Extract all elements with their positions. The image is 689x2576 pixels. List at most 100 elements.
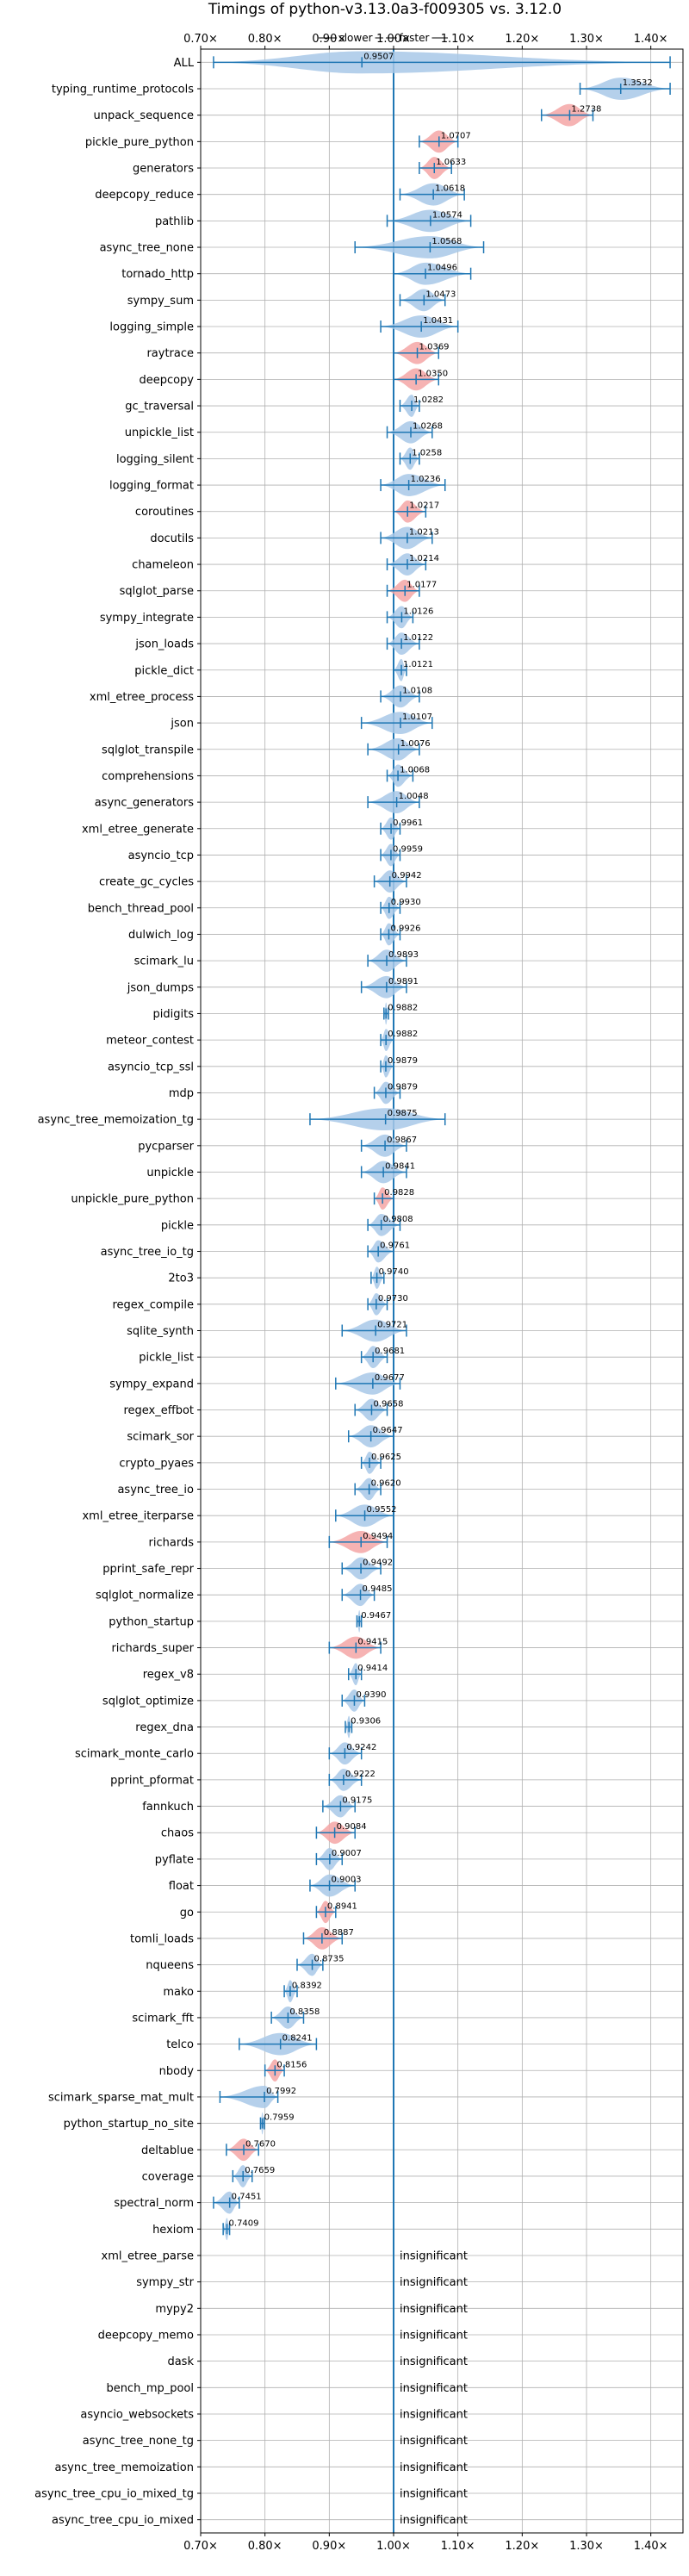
benchmark-label: json_dumps (127, 981, 194, 994)
x-tick-label-top: 1.40× (634, 33, 668, 46)
value-label: 1.2738 (571, 105, 601, 115)
benchmark-label: sympy_sum (127, 295, 194, 308)
value-label: 0.9647 (373, 1426, 403, 1435)
value-label: 0.9891 (388, 977, 419, 986)
benchmark-label: sqlglot_parse (120, 585, 194, 598)
value-label: 1.0217 (409, 501, 439, 511)
value-label: 0.7409 (229, 2218, 259, 2228)
value-label: 0.9222 (345, 1770, 376, 1779)
benchmark-label: xml_etree_process (90, 691, 194, 704)
insignificant-label: insignificant (400, 2408, 468, 2421)
benchmark-label: async_tree_memoization (54, 2461, 194, 2474)
insignificant-label: insignificant (400, 2514, 468, 2527)
x-tick-label-top: 1.30× (569, 33, 604, 46)
value-label: 1.0177 (407, 581, 437, 590)
value-label: 0.9882 (388, 1003, 418, 1012)
value-label: 0.9926 (390, 924, 420, 933)
value-label: 0.9552 (367, 1505, 397, 1515)
benchmark-label: pickle_list (139, 1352, 194, 1365)
value-label: 0.8156 (276, 2060, 307, 2069)
axes: 0.70× 0.70× 0.80× 0.80× 0.90× 0.90× 1.00× 1.00×… (34, 33, 684, 2553)
benchmark-label: 2to3 (168, 1272, 194, 1285)
value-label: 0.7959 (264, 2113, 295, 2123)
insignificant-label: insignificant (400, 2329, 468, 2342)
value-label: 0.9761 (380, 1241, 410, 1250)
value-label: 0.9414 (357, 1664, 388, 1673)
benchmark-label: regex_effbot (123, 1404, 194, 1417)
value-label: 1.0568 (431, 237, 462, 246)
value-label: 1.0236 (411, 475, 441, 484)
insignificant-label: insignificant (400, 2461, 468, 2474)
benchmark-label: bench_thread_pool (88, 902, 194, 915)
insignificant-label: insignificant (400, 2276, 468, 2289)
value-label: 0.9961 (393, 818, 423, 828)
value-label: 0.8941 (327, 1901, 357, 1911)
value-label: 0.9808 (383, 1215, 413, 1224)
benchmark-label: sympy_integrate (100, 612, 194, 625)
benchmark-label: scimark_sor (127, 1431, 194, 1444)
value-label: 0.9828 (384, 1188, 414, 1198)
insignificant-label: insignificant (400, 2249, 468, 2262)
value-label: 0.9942 (392, 871, 422, 880)
benchmark-label: pickle_dict (134, 664, 194, 677)
benchmark-label: sympy_str (136, 2276, 194, 2289)
value-label: 0.9959 (393, 844, 423, 854)
value-label: 0.9841 (385, 1161, 415, 1171)
value-label: 0.7451 (232, 2193, 262, 2202)
value-label: 1.0574 (432, 210, 462, 220)
benchmark-label: pathlib (155, 215, 194, 228)
benchmark-label: dask (167, 2355, 194, 2368)
benchmark-label: gc_traversal (125, 401, 194, 414)
value-label: 0.9242 (346, 1743, 376, 1752)
x-tick-label-bottom: 1.10× (441, 2540, 475, 2553)
benchmark-label: coverage (142, 2170, 194, 2183)
value-label: 0.9677 (375, 1373, 405, 1383)
value-label: 0.9494 (363, 1532, 393, 1541)
plot-frame (200, 48, 684, 2534)
value-label: 1.0618 (435, 184, 465, 194)
value-label: 0.7670 (245, 2139, 276, 2149)
benchmark-label: json_loads (134, 638, 194, 651)
benchmark-label: sqlglot_transpile (102, 744, 194, 756)
x-tick-label-top: 1.00× (376, 33, 411, 46)
benchmark-label: scimark_fft (132, 2012, 194, 2025)
value-label: 1.0126 (403, 607, 433, 616)
insignificant-label: insignificant (400, 2382, 468, 2395)
value-label: 0.9867 (387, 1136, 417, 1145)
value-label: 0.9007 (332, 1849, 362, 1858)
x-tick-label-top: 0.90× (312, 33, 346, 46)
value-label: 0.8887 (324, 1928, 354, 1938)
value-label: 1.0048 (399, 792, 429, 801)
benchmark-label: bench_mp_pool (106, 2382, 194, 2395)
benchmark-label: pidigits (153, 1008, 195, 1021)
value-label: 0.9879 (388, 1082, 418, 1092)
benchmark-label: async_tree_cpu_io_mixed_tg (34, 2487, 194, 2500)
benchmark-label: mypy2 (155, 2303, 194, 2316)
x-tick-label-bottom: 1.00× (376, 2540, 411, 2553)
value-label: 0.9492 (363, 1559, 393, 1568)
x-tick-label-bottom: 0.80× (248, 2540, 282, 2553)
benchmark-label: regex_v8 (143, 1669, 194, 1682)
benchmark-label: logging_simple (109, 321, 194, 334)
value-label: 0.9175 (342, 1796, 372, 1806)
benchmark-label: raytrace (146, 347, 194, 360)
x-tick-label-bottom: 0.70× (183, 2540, 218, 2553)
value-label: 0.9485 (363, 1584, 393, 1594)
benchmark-label: pprint_pformat (110, 1774, 194, 1787)
benchmark-label: chameleon (132, 559, 194, 572)
benchmark-label: telco (166, 2038, 194, 2051)
benchmark-label: coroutines (135, 506, 194, 519)
benchmark-label: asyncio_websockets (80, 2408, 194, 2421)
benchmark-label: asyncio_tcp (128, 849, 194, 862)
plot-area: 0.9507 1.3532 1.2738 1.0707 1.0633 1.0618 1.05… (213, 49, 671, 2533)
benchmark-label: sqlite_synth (127, 1325, 194, 1338)
benchmark-label: nqueens (146, 1959, 194, 1972)
benchmark-label: unpickle_pure_python (71, 1193, 194, 1206)
value-label: 1.0108 (402, 686, 432, 695)
benchmark-label: float (169, 1880, 194, 1893)
benchmark-label: crypto_pyaes (119, 1457, 194, 1470)
benchmark-label: meteor_contest (106, 1035, 194, 1048)
hint-faster: faster (400, 32, 430, 44)
value-label: 1.0214 (409, 554, 439, 563)
value-label: 1.0431 (423, 316, 453, 326)
